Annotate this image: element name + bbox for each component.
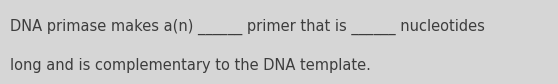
Text: DNA primase makes a(n) ______ primer that is ______ nucleotides: DNA primase makes a(n) ______ primer tha…: [10, 19, 485, 35]
Text: long and is complementary to the DNA template.: long and is complementary to the DNA tem…: [10, 58, 371, 73]
